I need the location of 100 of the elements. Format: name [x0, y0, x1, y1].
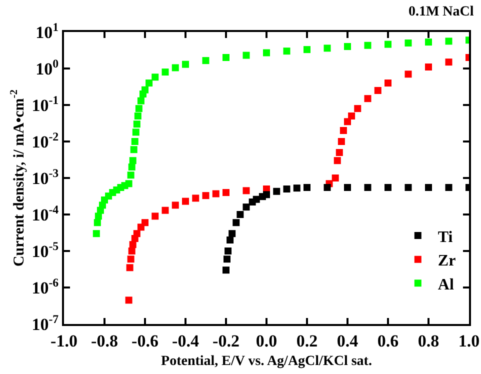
point — [293, 184, 300, 192]
x-tick-label: 0.2 — [296, 331, 318, 350]
point — [354, 105, 362, 112]
point — [162, 68, 169, 76]
y-tick-label: 10$^{-4}$ — [32, 202, 59, 224]
point — [384, 40, 392, 48]
y-tick-label: 10$^{0}$ — [36, 56, 59, 78]
point — [125, 180, 132, 188]
point — [128, 164, 136, 171]
point — [364, 184, 372, 191]
point — [324, 44, 331, 52]
point — [283, 48, 290, 55]
point — [425, 63, 432, 70]
y-tick-label: 10$^{-6}$ — [32, 275, 59, 298]
point — [152, 212, 159, 220]
point — [127, 172, 134, 179]
point — [404, 70, 412, 78]
point — [332, 174, 339, 182]
point — [146, 80, 153, 87]
point — [224, 256, 231, 263]
point — [445, 38, 452, 45]
point — [334, 157, 341, 164]
y-tick-label: 10$^{-5}$ — [32, 238, 59, 261]
y-tick-label: 10$^{-1}$ — [32, 92, 59, 115]
point — [133, 120, 140, 128]
point — [172, 64, 179, 72]
point — [134, 112, 142, 120]
point — [242, 52, 250, 59]
point — [252, 196, 260, 203]
point — [340, 127, 347, 134]
y-tick-label: 10$^{-2}$ — [32, 129, 59, 152]
x-tick-label: -0.6 — [132, 331, 158, 350]
point — [304, 184, 310, 191]
point — [425, 184, 432, 191]
y-tick-label: 10$^{1}$ — [36, 20, 59, 42]
point — [348, 112, 356, 120]
point — [126, 264, 134, 272]
y-tick-label: 10$^{-3}$ — [32, 166, 59, 188]
x-tick-label: -0.2 — [212, 331, 240, 350]
point — [344, 184, 351, 191]
x-axis-title: Potential, E/V vs. Ag/AgCl/KCl sat. — [161, 354, 372, 370]
legend-label: Zr — [438, 252, 456, 270]
point — [242, 204, 250, 211]
point — [364, 95, 372, 102]
point — [338, 138, 345, 145]
x-tick-label: -1.0 — [50, 331, 78, 350]
point — [344, 43, 351, 50]
point — [374, 86, 382, 94]
point — [224, 248, 232, 254]
point — [94, 219, 101, 226]
point — [425, 38, 432, 46]
point — [242, 187, 250, 194]
point — [404, 184, 412, 191]
point — [133, 230, 140, 238]
point — [304, 46, 310, 54]
point — [131, 138, 138, 145]
point — [222, 54, 230, 62]
point — [182, 60, 189, 68]
point — [404, 39, 412, 46]
point — [273, 188, 280, 195]
point — [152, 74, 159, 81]
point — [324, 184, 331, 191]
point — [142, 86, 148, 94]
point — [132, 128, 140, 136]
x-tick-label: -0.4 — [172, 331, 200, 350]
point — [364, 42, 372, 49]
legend-label: Ti — [438, 228, 454, 246]
point — [226, 236, 234, 244]
point — [222, 189, 230, 196]
point — [336, 148, 343, 156]
point — [125, 296, 132, 304]
point — [212, 190, 220, 198]
x-tick-label: 0.4 — [336, 331, 359, 350]
y-tick-label: 10$^{-7}$ — [32, 312, 59, 334]
point — [202, 192, 210, 200]
point — [384, 184, 392, 191]
point — [263, 191, 270, 198]
legend-label: Al — [438, 276, 454, 294]
chart-title: 0.1M NaCl — [408, 4, 474, 20]
point — [127, 256, 134, 263]
point — [172, 202, 179, 209]
point — [236, 211, 244, 218]
point — [128, 248, 136, 254]
point — [137, 97, 144, 104]
point — [182, 198, 189, 205]
point — [135, 105, 142, 112]
point — [232, 219, 240, 226]
point — [192, 194, 200, 202]
point — [263, 49, 270, 56]
point — [445, 184, 452, 191]
x-tick-label: 1.0 — [458, 331, 480, 350]
x-tick-label: 0.8 — [418, 331, 440, 350]
x-tick-label: 0.0 — [256, 331, 278, 350]
point — [202, 57, 210, 64]
point — [283, 185, 290, 192]
point — [344, 118, 351, 126]
point — [92, 230, 100, 238]
point — [162, 206, 169, 214]
point — [129, 157, 136, 164]
point — [142, 219, 148, 226]
